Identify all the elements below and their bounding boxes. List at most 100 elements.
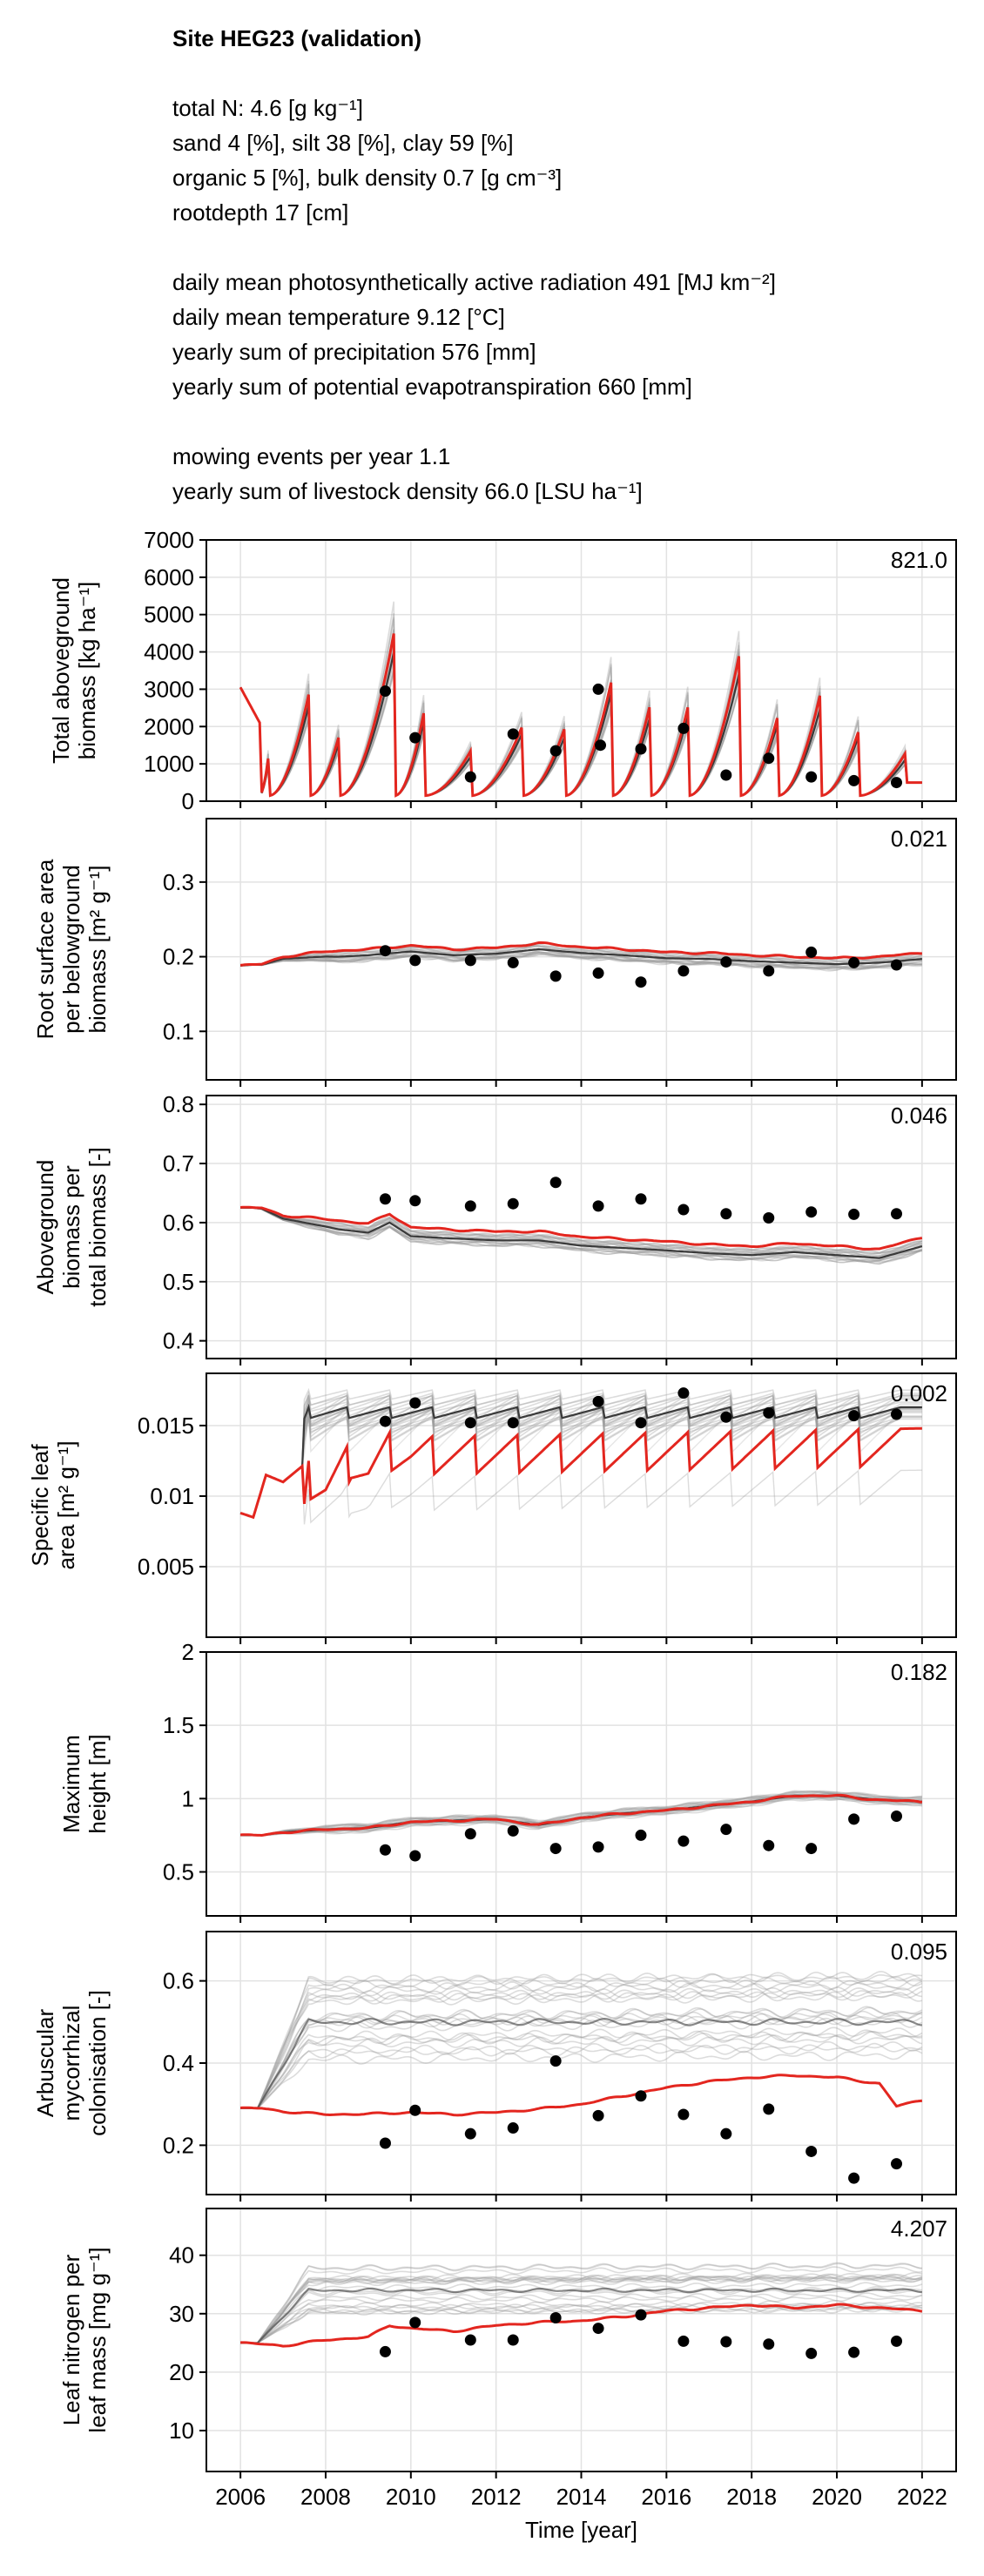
observed-point [720, 2128, 732, 2140]
panel-4: 0.005 0.01 0.015 Specific leaf area [m² g⁻¹]… [27, 1372, 957, 1644]
observed-point [805, 2347, 818, 2359]
ensemble-line [240, 945, 922, 967]
observed-point [677, 2108, 690, 2121]
model-line [239, 633, 922, 798]
ensemble-line [240, 1790, 922, 1837]
y-axis-label: Leaf nitrogen per [58, 2254, 84, 2425]
observed-point [409, 732, 421, 744]
observed-point [464, 954, 476, 967]
observed-point [848, 2346, 860, 2358]
ensemble-line [240, 1791, 922, 1837]
ensemble-line [239, 1465, 922, 1525]
observed-point [409, 954, 421, 967]
observed-point [677, 1835, 690, 1847]
observed-point [848, 1208, 860, 1220]
ensemble-line [240, 1207, 923, 1263]
ensemble-line [239, 1387, 922, 1519]
panel-7: 10 20 30 40 Leaf nitrogen per leaf mass [mg g… [58, 2208, 957, 2543]
ensemble-line [240, 1986, 923, 2109]
plot-area [239, 1387, 922, 1525]
ensemble-line [240, 1986, 922, 2109]
ensemble-line [240, 945, 923, 967]
y-ticks: 10 20 30 40 [169, 2242, 206, 2444]
panel-score: 0.095 [891, 1939, 947, 1965]
ensemble-line [240, 952, 922, 971]
y-axis-label: biomass [m² g⁻¹] [84, 866, 111, 1034]
ensemble-line [240, 947, 922, 967]
y-tick-label: 0.4 [163, 2050, 194, 2076]
x-tick-label: 2018 [726, 2484, 777, 2510]
y-tick-label: 0.6 [163, 1210, 194, 1236]
ensemble-line [240, 2262, 922, 2344]
ensemble-line [240, 952, 923, 970]
grid [206, 1651, 956, 1916]
observed-point [464, 771, 476, 783]
observed-point [635, 743, 647, 755]
ensemble-median-line [239, 1403, 922, 1519]
observed-point [592, 1841, 604, 1853]
ensemble-line [240, 2295, 923, 2344]
ensemble-median-line [240, 2017, 923, 2109]
observed-point [891, 959, 903, 971]
y-axis-label: per belowground [58, 865, 84, 1034]
observed-point [379, 2345, 391, 2357]
observed-points [379, 2309, 903, 2359]
panel-2: 0.1 0.2 0.3 Root surface area per belowgroun… [32, 818, 957, 1087]
ensemble-median-line [240, 2287, 922, 2344]
observed-point [720, 956, 732, 968]
observed-points [379, 1177, 903, 1224]
ensemble-line [240, 1207, 922, 1264]
observed-points [379, 683, 903, 789]
observed-point [549, 1843, 562, 1855]
observed-point [720, 2336, 732, 2348]
ensemble-line [240, 1990, 923, 2109]
y-tick-label: 2000 [144, 713, 194, 739]
ensemble-line [240, 2042, 922, 2109]
ensemble-line [240, 2306, 923, 2344]
ensemble-line [240, 951, 922, 970]
ensemble-line [240, 1797, 923, 1837]
ensemble-line [240, 2275, 923, 2344]
observed-point [635, 1417, 647, 1429]
ensemble-line [240, 1792, 922, 1837]
observed-point [720, 1208, 732, 1220]
ensemble-line [240, 2266, 922, 2344]
observed-point [409, 1397, 421, 1409]
observed-point [848, 2172, 860, 2184]
observed-point [763, 2338, 775, 2350]
ensemble-line [240, 1797, 922, 1837]
ensemble-runs [239, 1387, 922, 1525]
panel-6: 0.2 0.4 0.6 Arbuscular mycorrhizal colonisati… [32, 1931, 957, 2202]
ensemble-line [240, 1207, 922, 1258]
observed-point [677, 1204, 690, 1216]
y-tick-label: 5000 [144, 602, 194, 628]
x-ticks [239, 1359, 923, 1366]
ensemble-line [240, 1207, 923, 1265]
x-ticks [239, 1637, 923, 1644]
ensemble-line [239, 1407, 922, 1519]
site-title: Site HEG23 (validation) [172, 25, 422, 51]
x-ticks [239, 2471, 923, 2478]
ensemble-line [240, 2010, 923, 2109]
ensemble-median-line [240, 1206, 923, 1259]
ensemble-line [240, 1207, 923, 1265]
grid [206, 1096, 956, 1359]
observed-points [379, 945, 903, 988]
observed-point [891, 1408, 903, 1420]
y-tick-label: 0.6 [163, 1968, 194, 1994]
ensemble-line [240, 1790, 922, 1837]
ensemble-line [239, 601, 922, 797]
y-tick-label: 20 [169, 2359, 194, 2385]
ensemble-line [240, 2006, 923, 2109]
y-tick-label: 2 [182, 1639, 194, 1665]
ensemble-line [240, 951, 922, 969]
grid [206, 2208, 956, 2471]
ensemble-line [240, 950, 922, 970]
plot-area [239, 941, 923, 988]
ensemble-line [240, 951, 922, 970]
observed-point [805, 946, 818, 958]
y-axis-label: height [m] [84, 1734, 111, 1833]
observed-point [677, 1387, 690, 1399]
model-line [239, 1426, 922, 1520]
y-axis-label: Specific leaf [27, 1444, 53, 1567]
